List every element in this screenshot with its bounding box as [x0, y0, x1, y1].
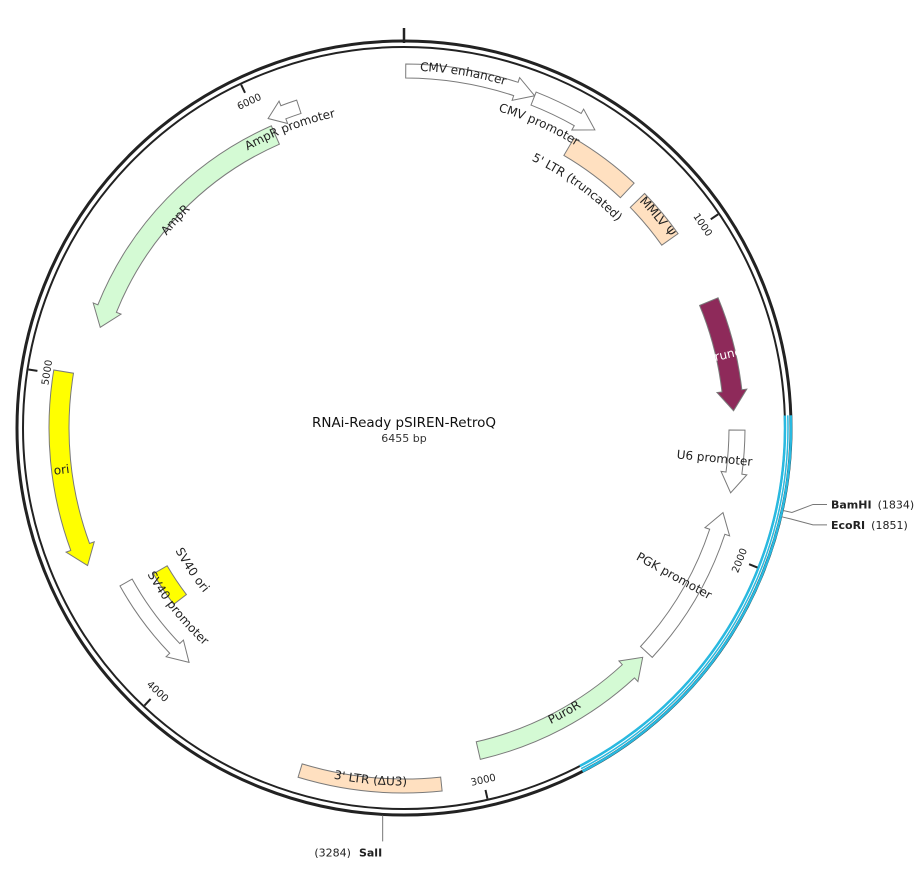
feature-u6-promoter: [720, 429, 748, 494]
map-size: 6455 bp: [381, 432, 426, 445]
tick-label: 5000: [40, 359, 55, 386]
map-title: RNAi-Ready pSIREN-RetroQ: [312, 415, 496, 431]
tick-mark: [240, 84, 246, 94]
feature-ampr-promoter: [267, 99, 302, 125]
feature-sv40-promoter: [119, 578, 190, 664]
site-name: SalI: [359, 846, 382, 859]
feature-3-ltr: [297, 763, 443, 794]
site-position: (1851): [871, 519, 908, 532]
site-ecori: EcoRI (1851): [831, 519, 908, 532]
highlight-arc: [581, 415, 793, 773]
feature-ori: [48, 369, 95, 567]
site-name: BamHI: [831, 498, 872, 511]
feature-label-ori: ori: [53, 462, 70, 478]
highlight-region: [579, 415, 793, 773]
feature-mmlv-psi: [629, 192, 679, 246]
tick-label: 3000: [470, 773, 497, 789]
feature-label-path: CMV enhancer: [420, 60, 508, 88]
tick-mark: [710, 213, 719, 221]
site-sali: (3284) SalI: [314, 846, 382, 859]
feature-puror: [475, 656, 644, 760]
features: [48, 63, 748, 794]
feature-cmv-promoter: [530, 91, 596, 131]
restriction-sites: BamHI (1834) EcoRI (1851) (3284) SalI: [314, 498, 914, 859]
site-line: [781, 516, 827, 526]
feature-sv40-ori: [152, 565, 188, 605]
tick-label: 1000: [690, 212, 713, 239]
site-position: (3284): [314, 846, 351, 859]
highlight-arc: [580, 415, 789, 770]
tick-mark: [143, 698, 152, 707]
site-name: EcoRI: [831, 519, 865, 532]
feature-pgk-promoter: [639, 511, 731, 659]
feature-ampr: [92, 125, 281, 329]
feature-cmv-enhancer: [405, 63, 536, 102]
site-line: [783, 503, 827, 513]
highlight-arc: [579, 415, 787, 768]
tick-label: 6000: [236, 92, 264, 113]
tick-label: 2000: [730, 547, 750, 575]
site-position: (1834): [878, 498, 915, 511]
tick-mark: [748, 563, 758, 569]
feature-gag: [698, 297, 748, 412]
tick-mark: [28, 368, 38, 372]
tick-mark: [484, 789, 489, 799]
feature-label-cmv-enhancer: CMV enhancer: [420, 60, 508, 88]
site-bamhi: BamHI (1834): [831, 498, 914, 511]
feature-5-ltr: [563, 137, 635, 199]
